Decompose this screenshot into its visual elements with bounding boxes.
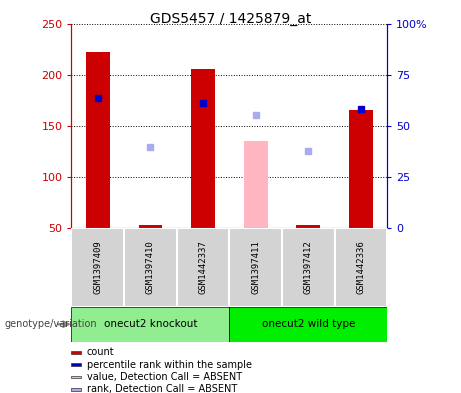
Text: GDS5457 / 1425879_at: GDS5457 / 1425879_at [150,12,311,26]
Text: GSM1442337: GSM1442337 [199,241,207,294]
Bar [191,68,215,228]
Bar [296,226,320,228]
Text: genotype/variation: genotype/variation [5,319,97,329]
Bar [229,307,387,342]
Bar [229,24,282,228]
Bar [71,388,81,391]
Bar [71,351,81,354]
Bar [282,228,335,307]
Bar [71,228,124,307]
Bar [282,24,335,228]
Text: GSM1397409: GSM1397409 [93,241,102,294]
Bar [177,24,229,228]
Bar [71,363,81,366]
Text: GSM1397412: GSM1397412 [304,241,313,294]
Bar [335,24,387,228]
Text: GSM1397410: GSM1397410 [146,241,155,294]
Bar [71,24,124,228]
Text: value, Detection Call = ABSENT: value, Detection Call = ABSENT [87,372,242,382]
Bar [177,228,229,307]
Bar [335,228,387,307]
Text: onecut2 wild type: onecut2 wild type [261,319,355,329]
Text: percentile rank within the sample: percentile rank within the sample [87,360,252,370]
Text: GSM1442336: GSM1442336 [356,241,366,294]
Bar [124,24,177,228]
Text: rank, Detection Call = ABSENT: rank, Detection Call = ABSENT [87,384,237,393]
Bar [139,226,162,228]
Text: onecut2 knockout: onecut2 knockout [104,319,197,329]
Text: count: count [87,347,114,358]
Bar [124,228,177,307]
Bar [71,307,229,342]
Bar [71,376,81,378]
Text: GSM1397411: GSM1397411 [251,241,260,294]
Bar [86,52,110,228]
Bar [229,228,282,307]
Bar [349,110,373,228]
Bar [244,141,267,228]
